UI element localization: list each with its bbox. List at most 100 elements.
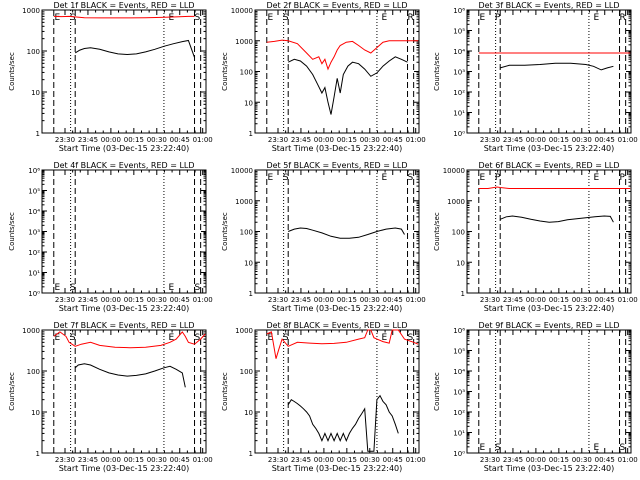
y-tick-label: 10 <box>244 409 253 417</box>
y-tick-label: 1 <box>36 130 40 138</box>
x-tick-label: 00:30 <box>147 296 167 304</box>
detector-panel-4: Det 4f BLACK = Events, RED = LLD 10⁰ 10¹ 10… <box>8 161 213 313</box>
y-axis-label: Counts/sec <box>8 372 16 411</box>
x-tick-label: 00:15 <box>549 296 569 304</box>
plot-frame <box>466 9 632 134</box>
y-tick-label: 10³ <box>453 69 465 77</box>
x-tick-label: 00:00 <box>101 296 121 304</box>
x-axis-label: Start Time (03-Dec-15 23:22:40) <box>484 144 615 153</box>
y-axis-label: Counts/sec <box>433 372 441 411</box>
y-tick-label: 1 <box>249 450 253 458</box>
detector-panel-8: Det 8f BLACK = Events, RED = LLD 1 10 100 10… <box>221 321 426 473</box>
x-tick-label: 23:45 <box>503 296 523 304</box>
x-tick-label: 23:30 <box>480 136 500 144</box>
marker-letter: E <box>169 333 175 343</box>
x-tick-label: 01:00 <box>406 136 426 144</box>
y-tick-label: 10³ <box>28 229 40 237</box>
y-tick-label: 10⁵ <box>28 188 40 196</box>
marker-letter: E <box>55 283 61 293</box>
x-tick-label: 23:30 <box>480 296 500 304</box>
x-tick-label: 00:00 <box>526 136 546 144</box>
y-tick-label: 100 <box>452 229 465 237</box>
x-tick-label: 23:30 <box>480 456 500 464</box>
marker-letter: S <box>70 333 76 343</box>
marker-letter: P <box>620 173 626 183</box>
events-series-line <box>500 62 614 71</box>
plot-frame <box>41 169 207 294</box>
panel-title: Det 5f BLACK = Events, RED = LLD <box>266 161 407 170</box>
y-tick-label: 10⁴ <box>453 48 465 56</box>
y-tick-label: 1000 <box>447 198 465 206</box>
marker-letter: R <box>620 13 626 23</box>
x-tick-label: 00:45 <box>595 456 615 464</box>
x-tick-label: 00:30 <box>360 136 380 144</box>
panel-title: Det 8f BLACK = Events, RED = LLD <box>266 321 407 330</box>
y-tick-label: 10 <box>31 409 40 417</box>
x-tick-label: 23:30 <box>268 136 288 144</box>
events-series-line <box>500 215 614 223</box>
detector-panel-6: Det 6f BLACK = Events, RED = LLD 1 10 100 10… <box>433 161 638 313</box>
panel-title: Det 7f BLACK = Events, RED = LLD <box>53 321 194 330</box>
x-tick-label: 01:00 <box>406 296 426 304</box>
marker-letter: P <box>495 173 501 183</box>
x-tick-label: 00:30 <box>147 456 167 464</box>
detector-panel-9: Det 9f BLACK = Events, RED = LLD 10⁰ 10¹ 10… <box>433 321 638 473</box>
y-tick-label: 10⁰ <box>453 130 465 138</box>
y-tick-label: 10¹ <box>28 270 40 278</box>
y-tick-label: 100 <box>240 368 253 376</box>
x-tick-label: 23:45 <box>503 136 523 144</box>
y-tick-label: 10000 <box>231 167 253 175</box>
x-tick-label: 00:15 <box>549 456 569 464</box>
x-tick-label: 00:00 <box>314 296 334 304</box>
y-tick-label: 10⁶ <box>453 327 465 335</box>
marker-letter: E <box>594 443 600 453</box>
x-axis-label: Start Time (03-Dec-15 23:22:40) <box>484 304 615 313</box>
marker-letter: S <box>620 443 626 453</box>
events-series-line <box>74 39 195 58</box>
x-axis-label: Start Time (03-Dec-15 23:22:40) <box>59 464 190 473</box>
marker-letter: E <box>169 283 175 293</box>
marker-letter: R <box>408 13 414 23</box>
marker-letter: E <box>268 333 274 343</box>
x-tick-label: 00:45 <box>170 136 190 144</box>
y-tick-label: 1000 <box>235 38 253 46</box>
x-tick-label: 00:30 <box>572 136 592 144</box>
marker-letter: S <box>408 333 414 343</box>
marker-letter: E <box>268 13 274 23</box>
x-tick-label: 23:30 <box>55 136 75 144</box>
y-tick-label: 100 <box>27 368 40 376</box>
x-tick-label: 00:00 <box>526 456 546 464</box>
panel-title: Det 9f BLACK = Events, RED = LLD <box>478 321 619 330</box>
x-tick-label: 00:15 <box>337 296 357 304</box>
y-axis-label: Counts/sec <box>221 52 229 91</box>
marker-letter: E <box>169 13 175 23</box>
x-tick-label: 23:45 <box>78 136 98 144</box>
x-tick-label: 23:30 <box>55 456 75 464</box>
x-axis-label: Start Time (03-Dec-15 23:22:40) <box>272 144 403 153</box>
x-tick-label: 01:00 <box>193 136 213 144</box>
x-axis-label: Start Time (03-Dec-15 23:22:40) <box>59 144 190 153</box>
x-tick-label: 00:00 <box>101 136 121 144</box>
x-tick-label: 00:30 <box>360 296 380 304</box>
plot-frame <box>41 329 207 454</box>
x-axis-label: Start Time (03-Dec-15 23:22:40) <box>484 464 615 473</box>
y-tick-label: 10⁵ <box>453 28 465 36</box>
x-tick-label: 00:00 <box>314 136 334 144</box>
marker-letter: S <box>283 173 289 183</box>
marker-letter: E <box>268 173 274 183</box>
y-tick-label: 10² <box>453 89 465 97</box>
x-tick-label: 00:00 <box>526 296 546 304</box>
y-tick-label: 10000 <box>443 167 465 175</box>
lld-series-line <box>478 186 631 189</box>
x-tick-label: 23:45 <box>291 136 311 144</box>
x-axis-label: Start Time (03-Dec-15 23:22:40) <box>272 304 403 313</box>
x-tick-label: 23:45 <box>78 296 98 304</box>
plot-frame <box>466 329 632 454</box>
events-series-line <box>288 227 405 239</box>
x-tick-label: 00:30 <box>572 456 592 464</box>
panel-title: Det 4f BLACK = Events, RED = LLD <box>53 161 194 170</box>
y-axis-label: Counts/sec <box>8 52 16 91</box>
marker-letter: S <box>495 443 501 453</box>
x-tick-label: 00:45 <box>170 296 190 304</box>
